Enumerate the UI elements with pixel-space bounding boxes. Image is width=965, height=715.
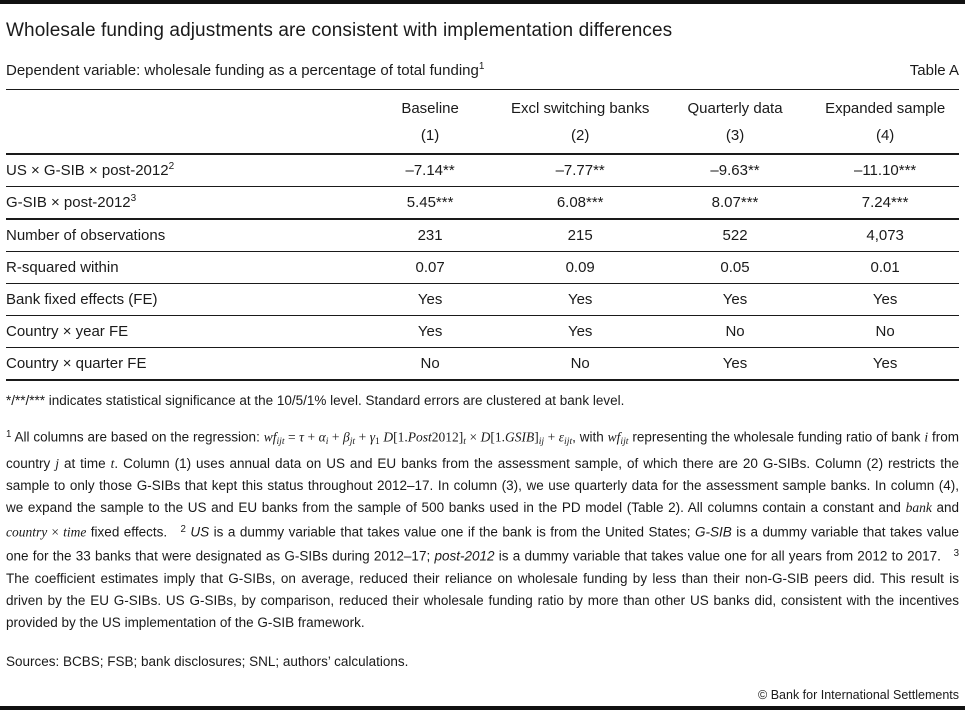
column-header-expanded-sample: Expanded sample	[825, 100, 946, 117]
cell-value: No	[420, 355, 440, 372]
cell-value: No	[725, 323, 745, 340]
row-label: Number of observations	[6, 227, 166, 244]
cell-value: Yes	[567, 291, 593, 308]
row-label: Bank fixed effects (FE)	[6, 291, 158, 308]
row-footnote-marker: 3	[130, 193, 137, 204]
cell-value: 0.05	[720, 259, 750, 276]
column-number-3: (3)	[725, 127, 745, 144]
bottom-divider-bar	[0, 706, 965, 710]
cell-value: Yes	[417, 291, 443, 308]
row-label: US × G-SIB × post-20122	[6, 161, 175, 180]
column-number-2: (2)	[571, 127, 590, 144]
dependent-variable-subtitle: Dependent variable: wholesale funding as…	[6, 61, 485, 80]
cell-value: 0.09	[565, 259, 595, 276]
table-row-country-quarter-fe: Country × quarter FE No No Yes Yes	[6, 347, 959, 381]
table-a-page: Wholesale funding adjustments are consis…	[6, 20, 959, 669]
footnote-paragraph: 1 All columns are based on the regressio…	[6, 429, 960, 630]
subtitle-text: Dependent variable: wholesale funding as…	[6, 62, 479, 79]
table-row-number-of-observations: Number of observations 231 215 522 4,073	[6, 219, 959, 252]
row-label: Country × year FE	[6, 323, 129, 340]
row-label: R-squared within	[6, 259, 119, 276]
column-header-quarterly-data: Quarterly data	[687, 100, 783, 117]
subtitle-footnote-marker: 1	[478, 61, 485, 72]
cell-value: Yes	[567, 323, 593, 340]
copyright-notice: © Bank for International Settlements	[758, 688, 959, 702]
cell-value: Yes	[417, 323, 443, 340]
table-notes: */**/*** indicates statistical significa…	[6, 393, 959, 669]
sources-note: Sources: BCBS; FSB; bank disclosures; SN…	[6, 653, 409, 669]
column-number-1: (1)	[420, 127, 440, 144]
significance-note: */**/*** indicates statistical significa…	[6, 393, 625, 408]
cell-value: 522	[722, 227, 748, 244]
table-row-r-squared-within: R-squared within 0.07 0.09 0.05 0.01	[6, 251, 959, 284]
table-row-bank-fixed-effects: Bank fixed effects (FE) Yes Yes Yes Yes	[6, 283, 959, 316]
table-row-us-gsib-post2012: US × G-SIB × post-20122 –7.14** –7.77** …	[6, 154, 959, 187]
cell-value: Yes	[872, 355, 898, 372]
cell-value: 215	[567, 227, 593, 244]
cell-value: 5.45***	[406, 194, 454, 211]
cell-value: 0.07	[415, 259, 445, 276]
cell-value: –7.14**	[405, 162, 455, 179]
regression-results-table: Baseline Excl switching banks Quarterly …	[6, 89, 959, 381]
row-label: Country × quarter FE	[6, 355, 147, 372]
cell-value: Yes	[872, 291, 898, 308]
column-header-row: Baseline Excl switching banks Quarterly …	[6, 89, 959, 123]
cell-value: –7.77**	[555, 162, 605, 179]
subtitle-row: Dependent variable: wholesale funding as…	[6, 61, 959, 80]
row-footnote-marker: 2	[168, 161, 175, 172]
table-row-gsib-post2012: G-SIB × post-20123 5.45*** 6.08*** 8.07*…	[6, 186, 959, 220]
table-row-country-year-fe: Country × year FE Yes Yes No No	[6, 315, 959, 348]
cell-value: 0.01	[870, 259, 900, 276]
cell-value: No	[570, 355, 590, 372]
cell-value: 6.08***	[556, 194, 604, 211]
page-title: Wholesale funding adjustments are consis…	[6, 20, 673, 41]
cell-value: 4,073	[866, 227, 904, 244]
column-number-row: (1) (2) (3) (4)	[6, 122, 959, 154]
cell-value: 8.07***	[711, 194, 759, 211]
top-divider-bar	[0, 0, 965, 4]
cell-value: –11.10***	[853, 162, 917, 179]
column-header-baseline: Baseline	[401, 100, 459, 117]
cell-value: 231	[417, 227, 443, 244]
column-number-4: (4)	[875, 127, 895, 144]
cell-value: Yes	[722, 291, 748, 308]
cell-value: 7.24***	[861, 194, 909, 211]
cell-value: Yes	[722, 355, 748, 372]
header-spacer-cell	[6, 90, 359, 123]
table-label: Table A	[909, 62, 959, 79]
cell-value: No	[875, 323, 895, 340]
row-label: G-SIB × post-20123	[6, 193, 137, 212]
header-spacer-cell	[6, 122, 359, 154]
cell-value: –9.63**	[710, 162, 760, 179]
column-header-excl-switching-banks: Excl switching banks	[510, 100, 650, 117]
